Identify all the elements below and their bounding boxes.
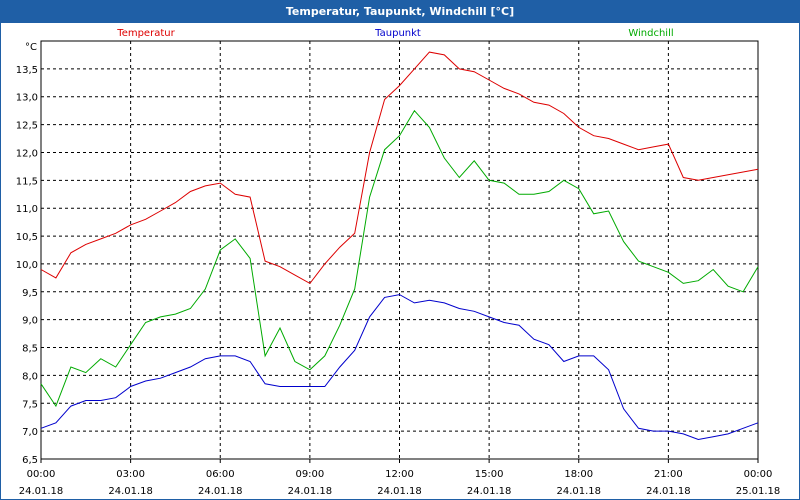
x-tick-time: 03:00	[116, 469, 145, 480]
y-tick-label: 12,0	[16, 148, 38, 159]
y-tick-label: 10,5	[16, 232, 38, 243]
x-tick-time: 06:00	[206, 469, 235, 480]
series-line-windchill	[40, 109, 759, 408]
y-tick-label: 9,0	[22, 316, 38, 327]
x-tick-date: 24.01.18	[467, 486, 512, 497]
y-axis-label: °C	[25, 42, 37, 53]
y-tick-label: 10,0	[16, 260, 38, 271]
y-tick-label: 13,5	[16, 65, 38, 76]
legend-temperatur: Temperatur	[116, 28, 175, 39]
chart-plot: 6,5 7,0 7,5 8,0 8,5 9,0 9,5 10,0 10,5 11,0 11,5 12,…	[16, 28, 781, 497]
x-tick-date: 24.01.18	[556, 486, 601, 497]
x-tick-time: 09:00	[295, 469, 324, 480]
series-line-taupunkt	[40, 294, 759, 441]
y-tick-label: 7,0	[22, 427, 38, 438]
window-title: Temperatur, Taupunkt, Windchill [°C]	[1, 1, 799, 23]
x-tick-date: 24.01.18	[19, 486, 64, 497]
x-tick-time: 18:00	[564, 469, 593, 480]
x-tick-time: 00:00	[27, 469, 56, 480]
x-tick-date: 25.01.18	[736, 486, 781, 497]
x-tick-date: 24.01.18	[377, 486, 422, 497]
x-tick-time: 12:00	[385, 469, 414, 480]
x-tick-time: 00:00	[744, 469, 773, 480]
y-tick-label: 11,5	[16, 176, 38, 187]
x-tick-date: 24.01.18	[646, 486, 691, 497]
y-tick-label: 12,5	[16, 121, 38, 132]
x-tick-date: 24.01.18	[198, 486, 243, 497]
y-tick-label: 8,5	[22, 344, 38, 355]
legend-taupunkt: Taupunkt	[374, 28, 421, 39]
x-tick-time: 15:00	[475, 469, 504, 480]
x-tick-date: 24.01.18	[108, 486, 153, 497]
x-tick-date: 24.01.18	[288, 486, 333, 497]
y-tick-label: 11,0	[16, 204, 38, 215]
y-tick-label: 8,0	[22, 371, 38, 382]
y-tick-label: 6,5	[22, 455, 38, 466]
y-tick-label: 9,5	[22, 288, 38, 299]
series-line-temperatur	[40, 51, 759, 285]
y-tick-label: 13,0	[16, 93, 38, 104]
legend-windchill: Windchill	[628, 28, 673, 39]
x-tick-time: 21:00	[654, 469, 683, 480]
y-tick-label: 7,5	[22, 399, 38, 410]
